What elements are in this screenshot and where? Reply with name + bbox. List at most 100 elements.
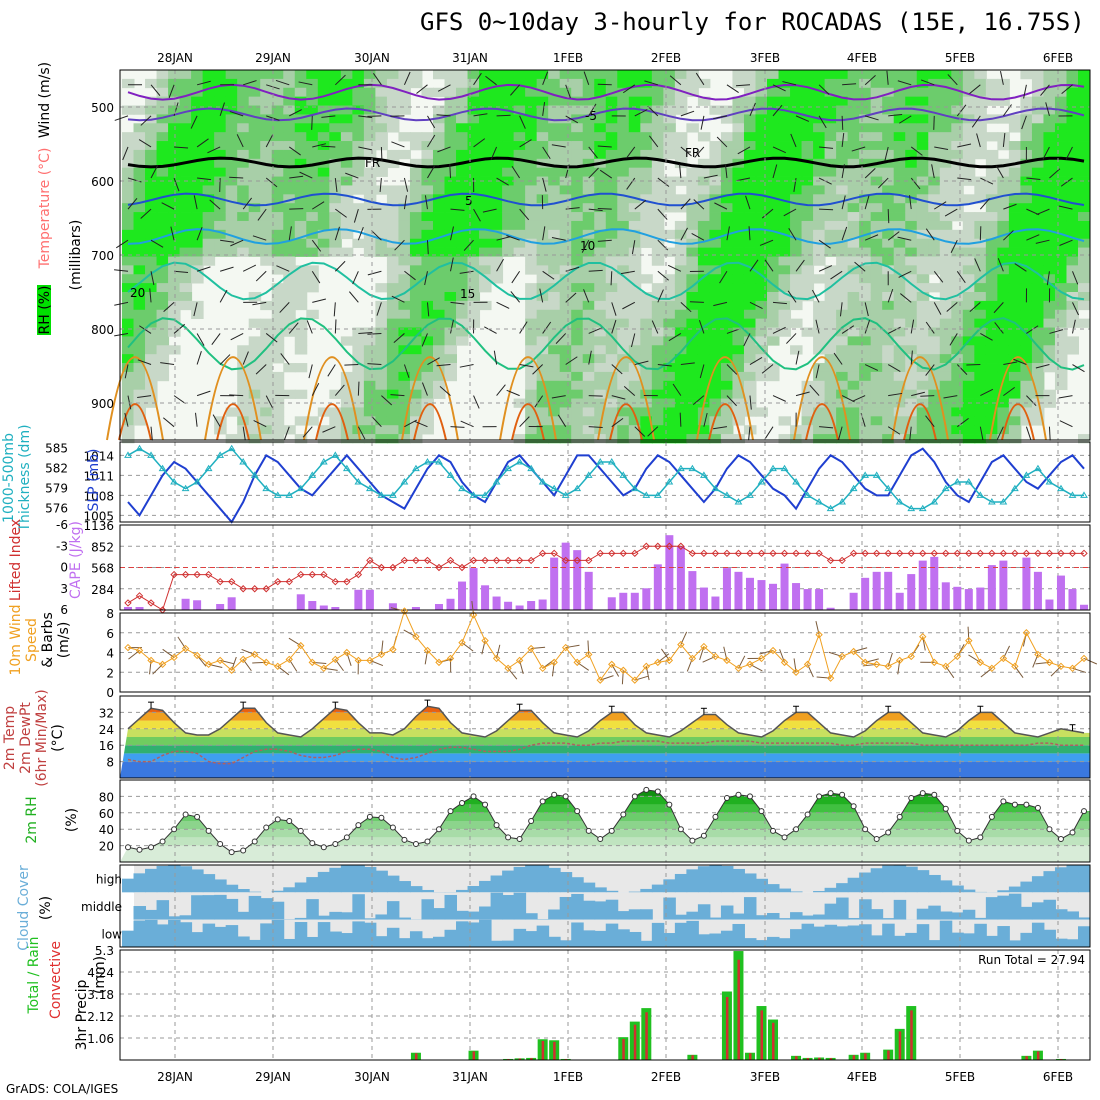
rh-cell — [767, 212, 780, 222]
rh-cell — [536, 274, 550, 284]
wind-barb — [390, 394, 405, 397]
li-point — [919, 549, 927, 558]
rh-cell — [479, 158, 492, 169]
rh-cell — [340, 229, 354, 240]
rain-bar — [725, 996, 729, 1060]
rh-cell — [168, 265, 181, 275]
thickness-point — [135, 444, 144, 452]
rh-cell — [237, 389, 250, 399]
rh-cell — [720, 114, 734, 124]
rh-cell — [893, 407, 907, 417]
wind-barb — [381, 395, 393, 406]
rh-cell — [386, 229, 400, 240]
rh-cell — [663, 176, 676, 186]
rh-cell — [755, 336, 768, 346]
rh-cell — [202, 185, 216, 195]
rh-cell — [594, 327, 607, 337]
rh-cell — [156, 96, 170, 106]
wind-barb — [909, 195, 912, 210]
rh-cell — [628, 185, 642, 195]
rh-cell — [939, 292, 953, 302]
cloud-bar — [605, 890, 619, 893]
cloud-bar — [513, 892, 527, 920]
rh-cell — [824, 398, 838, 408]
rh-cell — [1043, 229, 1056, 240]
rh-cell — [790, 158, 803, 169]
rh-cell — [202, 256, 216, 266]
rh-cell — [271, 327, 285, 337]
rh-point — [873, 836, 880, 843]
rh-cell — [985, 274, 999, 284]
wind-barb — [403, 177, 409, 192]
rh-point — [654, 788, 661, 795]
wind-barb — [229, 394, 244, 397]
cloud-bar — [847, 925, 861, 947]
cloud-bar — [824, 903, 838, 920]
rh-cell — [893, 434, 907, 444]
rh-point — [378, 814, 385, 821]
ytick-li: 0 — [60, 561, 68, 575]
rh-point — [1069, 829, 1076, 836]
rh-cell — [1043, 123, 1056, 133]
wind-speed-point — [124, 643, 132, 652]
rh-cell — [409, 229, 423, 240]
rh-cell — [191, 194, 204, 204]
rh-cell — [905, 371, 918, 382]
rh-cell — [686, 309, 699, 320]
rh-cell — [801, 87, 815, 98]
rh-cell — [893, 283, 907, 293]
cloud-bar — [720, 930, 734, 947]
wind-barb — [1049, 168, 1061, 179]
ytick-thickness: 576 — [45, 502, 68, 516]
rh-cell — [444, 114, 458, 124]
rh-cell — [1054, 114, 1068, 124]
rh-cell — [755, 318, 768, 328]
rh-cell — [939, 265, 953, 275]
rh-cell — [859, 167, 872, 177]
rh-cell — [720, 398, 734, 408]
rh-cell — [905, 194, 918, 204]
rh-cell — [133, 247, 147, 257]
rh-cell — [870, 87, 884, 98]
rh-cell — [905, 87, 918, 98]
rh-cell — [548, 132, 561, 142]
rh-cell — [456, 256, 469, 266]
rh-cell — [1031, 416, 1045, 426]
rh-cell — [628, 87, 642, 98]
date-label-bottom: 2FEB — [651, 1070, 681, 1084]
li-point — [757, 549, 766, 558]
rh-cell — [686, 194, 699, 204]
rh-cell — [409, 220, 423, 231]
wind-barb — [115, 239, 129, 249]
rh-cell — [962, 87, 976, 98]
wind-barb — [716, 136, 728, 148]
rh-cell — [214, 416, 227, 426]
rh-cell — [1008, 256, 1022, 266]
rh-cell — [329, 78, 342, 89]
rh-cell — [836, 407, 849, 417]
cloud-bar — [916, 870, 930, 893]
rh-cell — [432, 256, 446, 266]
wind-barb — [996, 426, 1004, 440]
rh-cell — [191, 185, 204, 195]
rh-cell — [525, 229, 538, 240]
rh-cell — [513, 212, 527, 222]
li-point — [884, 549, 892, 558]
rh-cell — [962, 274, 976, 284]
wind-barb — [909, 426, 912, 441]
rh-cell — [594, 300, 607, 311]
rh-cell — [905, 78, 918, 89]
rh-cell — [214, 87, 227, 98]
rh-cell — [559, 354, 573, 364]
rh-cell — [1066, 229, 1079, 240]
ytick-precip: 5.3 — [95, 944, 114, 958]
rh-cell — [1043, 345, 1056, 355]
rh-cell — [939, 363, 953, 373]
wind-speed-point — [619, 666, 627, 674]
wind-barb — [647, 426, 659, 437]
rh-cell — [755, 141, 768, 151]
rh-cell — [974, 212, 987, 222]
rh-cell — [248, 96, 262, 106]
rh-cell — [859, 425, 872, 435]
rh-cell — [1008, 425, 1022, 435]
